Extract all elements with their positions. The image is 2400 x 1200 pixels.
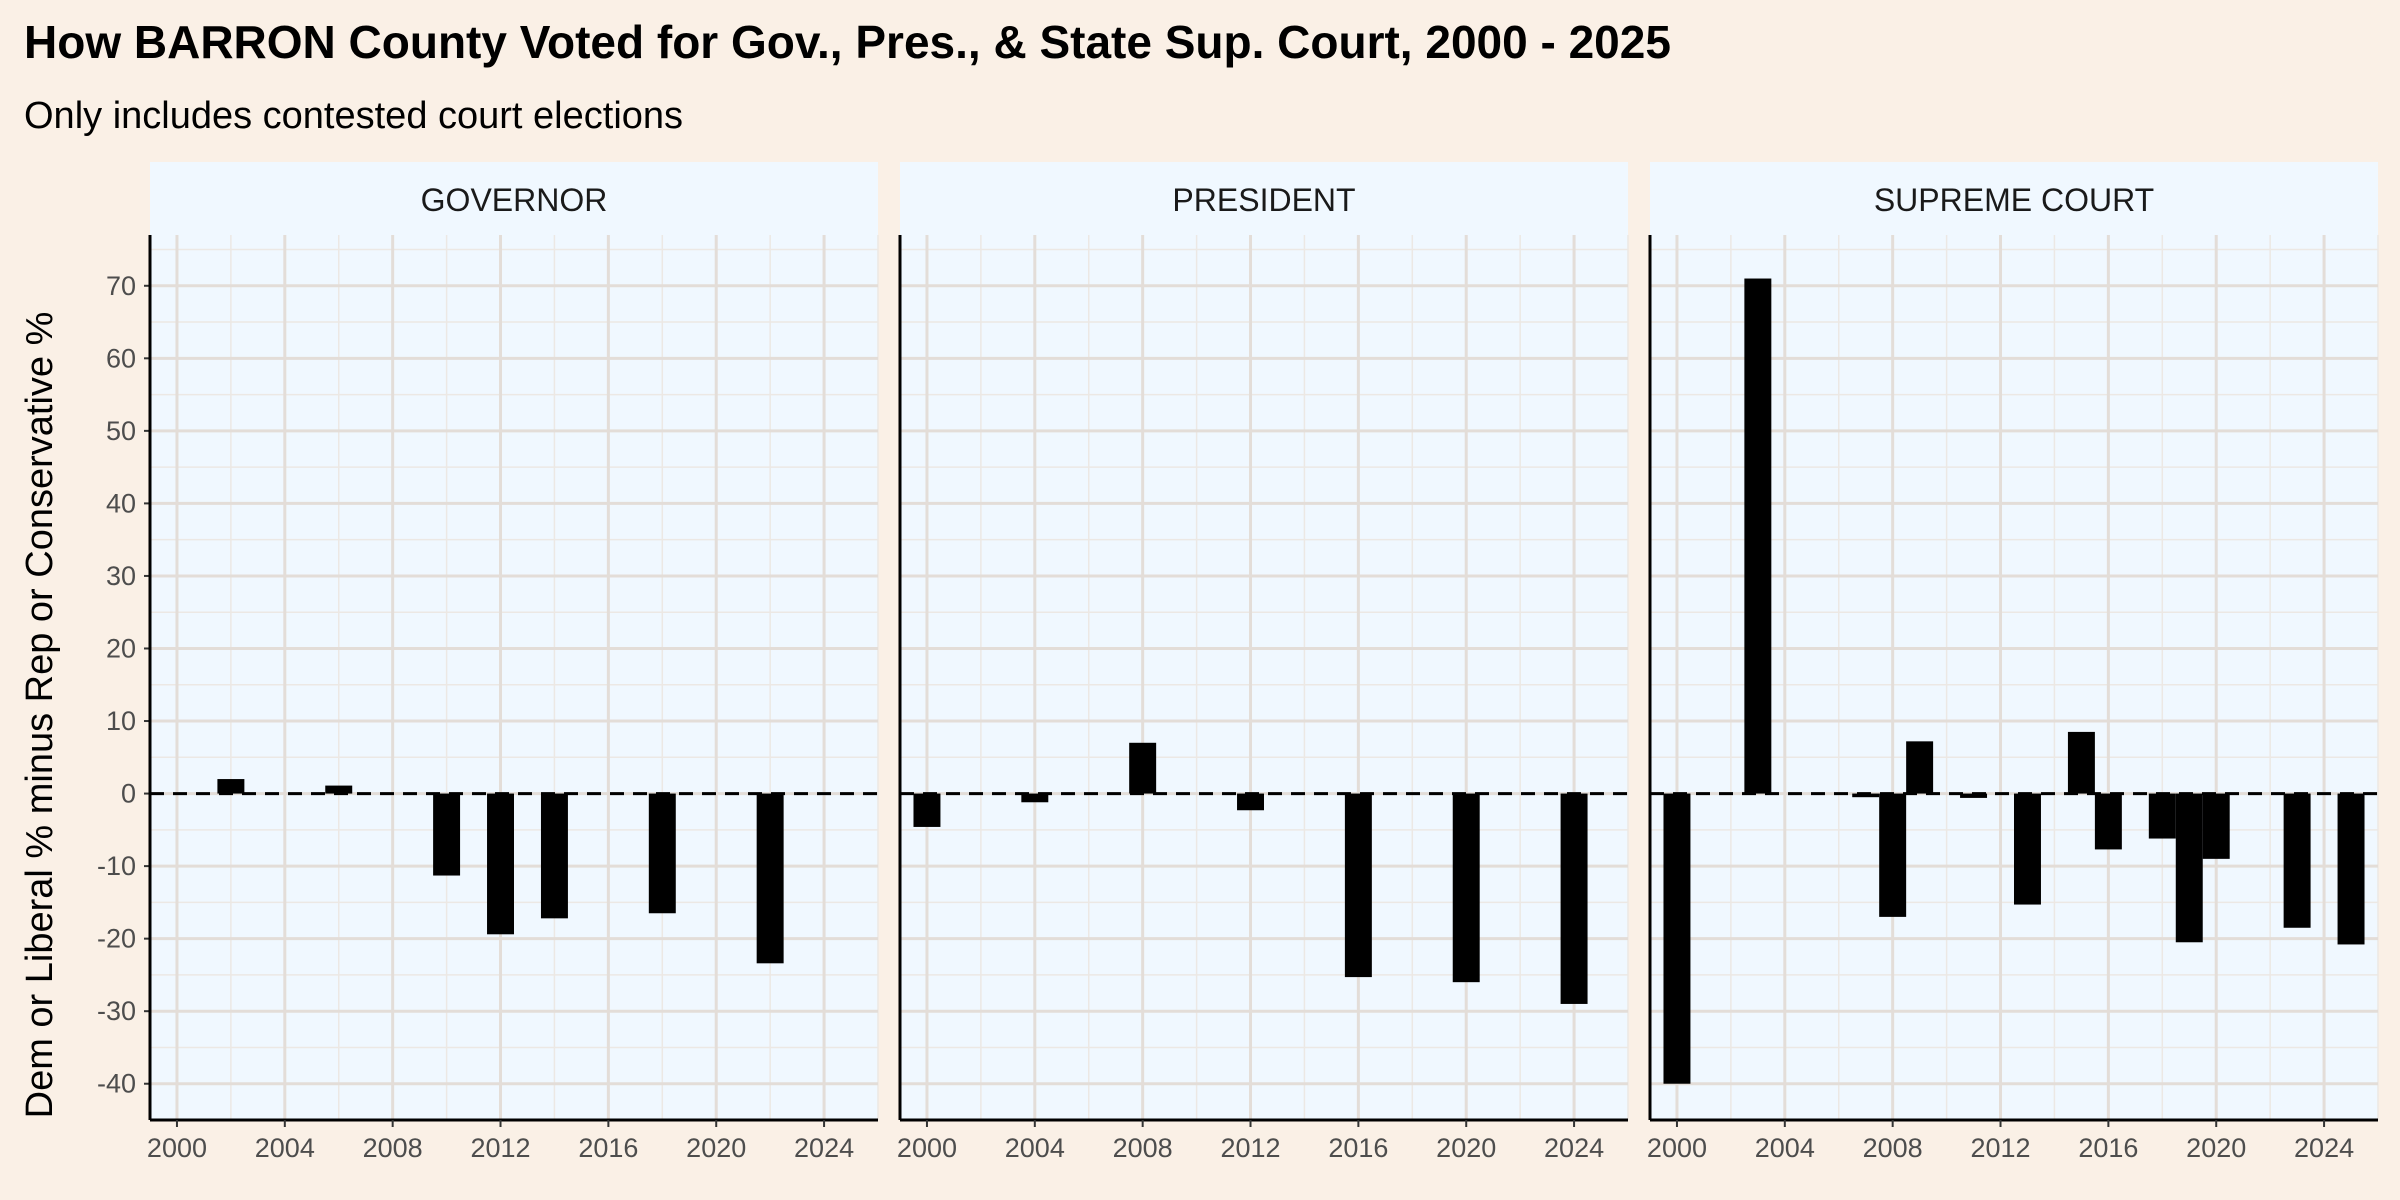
chart-title: How BARRON County Voted for Gov., Pres.,… xyxy=(24,16,1671,68)
bar xyxy=(2202,793,2230,859)
x-tick-label: 2004 xyxy=(1005,1133,1065,1163)
x-tick-label: 2004 xyxy=(255,1133,315,1163)
x-tick-label: 2000 xyxy=(897,1133,957,1163)
x-tick-label: 2012 xyxy=(1220,1133,1280,1163)
bar xyxy=(2337,793,2365,945)
x-tick-label: 2008 xyxy=(363,1133,423,1163)
y-tick-label: -30 xyxy=(97,996,136,1026)
x-tick-label: 2008 xyxy=(1113,1133,1173,1163)
y-axis: -40 -30 -20 -10 0 10 20 30 40 50 60 70 xyxy=(97,271,150,1099)
y-tick-label: -20 xyxy=(97,924,136,954)
x-tick-label: 2024 xyxy=(1544,1133,1604,1163)
x-tick-label: 2020 xyxy=(2186,1133,2246,1163)
bar xyxy=(2067,731,2095,794)
x-tick-label: 2016 xyxy=(2078,1133,2138,1163)
x-tick-label: 2024 xyxy=(2294,1133,2354,1163)
bar xyxy=(913,793,941,827)
facet-panel: SUPREME COURT 2000 2004 2008 2012 2016 2020 202… xyxy=(1647,162,2379,1163)
facet-strip xyxy=(1650,162,2378,235)
bar xyxy=(325,785,353,794)
bar xyxy=(1344,793,1372,978)
facet-strip xyxy=(900,162,1628,235)
bar xyxy=(1129,742,1157,794)
x-tick-label: 2008 xyxy=(1863,1133,1923,1163)
bar xyxy=(2014,793,2041,905)
y-tick-label: -10 xyxy=(97,851,136,881)
panel-background xyxy=(900,235,1628,1120)
x-tick-label: 2012 xyxy=(1970,1133,2030,1163)
x-tick-label: 2016 xyxy=(1328,1133,1388,1163)
facet-strip-label: GOVERNOR xyxy=(421,182,608,218)
bar xyxy=(1560,793,1588,1004)
chart-subtitle: Only includes contested court elections xyxy=(24,95,683,137)
bar xyxy=(756,793,784,964)
panel-background xyxy=(150,235,878,1120)
bar xyxy=(2175,793,2203,943)
x-tick-label: 2016 xyxy=(578,1133,638,1163)
facet-strip-label: PRESIDENT xyxy=(1172,182,1355,218)
y-tick-label: 0 xyxy=(121,779,136,809)
x-tick-label: 2000 xyxy=(1647,1133,1707,1163)
y-tick-label: 30 xyxy=(106,561,136,591)
facet-strip-label: SUPREME COURT xyxy=(1874,182,2154,218)
bar xyxy=(1879,793,1907,917)
y-tick-label: 50 xyxy=(106,416,136,446)
x-tick-label: 2020 xyxy=(1436,1133,1496,1163)
y-tick-label: 20 xyxy=(106,633,136,663)
bar xyxy=(540,793,568,919)
bar xyxy=(1237,793,1264,811)
facet-strip xyxy=(150,162,878,235)
bar xyxy=(1744,278,1772,794)
facet-panel: PRESIDENT 2000 2004 2008 2012 2016 2020 2024 xyxy=(897,162,1629,1163)
y-tick-label: 60 xyxy=(106,343,136,373)
x-tick-label: 2012 xyxy=(470,1133,530,1163)
bar xyxy=(217,779,245,794)
bar xyxy=(1906,741,1934,794)
x-tick-label: 2000 xyxy=(147,1133,207,1163)
y-axis-label: Dem or Liberal % minus Rep or Conservati… xyxy=(19,312,61,1119)
bar xyxy=(433,793,461,876)
bar xyxy=(1021,793,1049,803)
bar xyxy=(487,793,514,935)
bar xyxy=(1452,793,1480,983)
y-tick-label: 10 xyxy=(106,706,136,736)
bar xyxy=(2094,793,2122,850)
bar xyxy=(1852,793,1880,798)
x-tick-label: 2004 xyxy=(1755,1133,1815,1163)
bar xyxy=(648,793,676,914)
bar xyxy=(2283,793,2311,928)
y-tick-label: 40 xyxy=(106,488,136,518)
x-tick-label: 2020 xyxy=(686,1133,746,1163)
bar xyxy=(1663,793,1691,1084)
facet-panel: GOVERNOR 2000 2004 2008 2012 2016 2020 2024 xyxy=(147,162,879,1163)
x-tick-label: 2024 xyxy=(794,1133,854,1163)
bar xyxy=(1960,793,1988,798)
y-tick-label: -40 xyxy=(97,1069,136,1099)
y-tick-label: 70 xyxy=(106,271,136,301)
bar xyxy=(2148,793,2176,839)
